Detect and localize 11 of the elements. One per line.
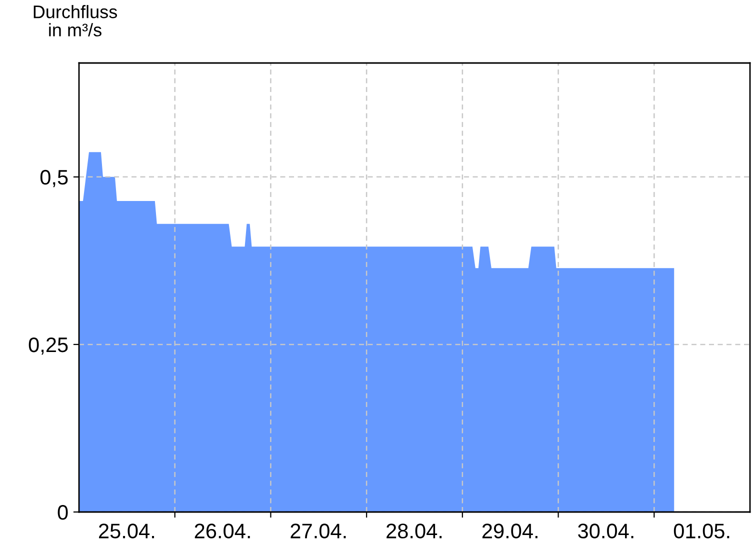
y-tick-label: 0,5 [40, 170, 68, 188]
y-tick-label: 0,25 [28, 337, 68, 355]
x-tick-label: 25.04. [99, 524, 154, 538]
y-tick-label: 0 [58, 505, 68, 520]
x-tick-label: 30.04. [578, 524, 634, 538]
x-tick-label: 26.04. [194, 524, 250, 538]
x-tick-label: 29.04. [482, 524, 538, 538]
y-axis-title: Durchfluss in m³/s [34, 5, 117, 36]
x-tick-label: 01.05. [674, 524, 730, 538]
x-tick-label: 28.04. [386, 524, 442, 538]
x-tick-label: 27.04. [290, 524, 346, 538]
